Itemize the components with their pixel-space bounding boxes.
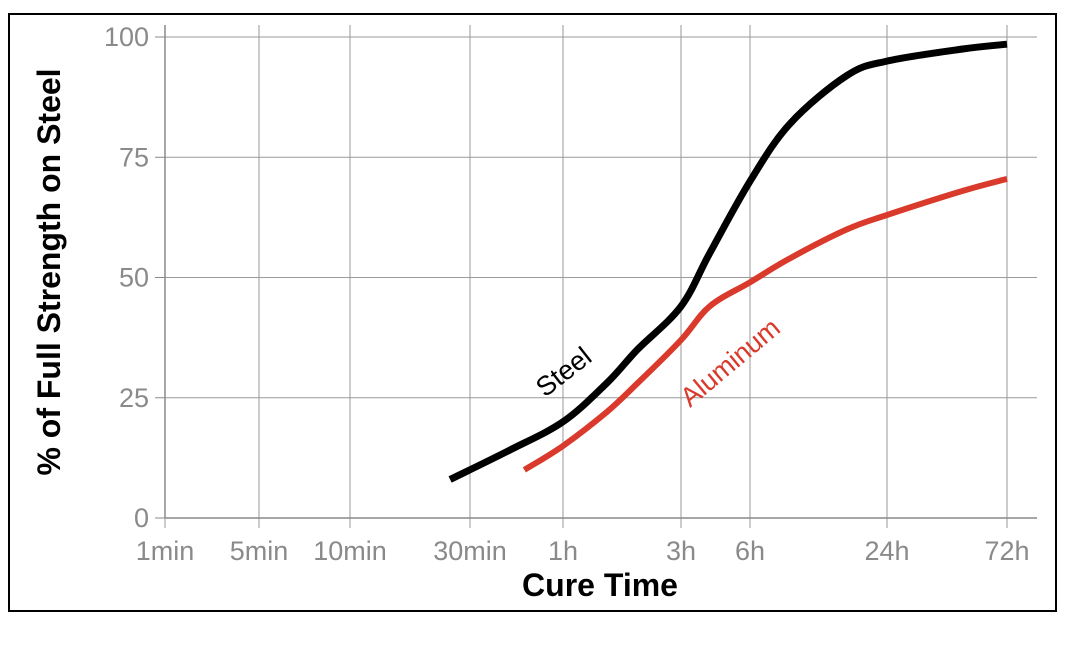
y-axis-title: % of Full Strength on Steel [31, 68, 67, 475]
x-tick-label: 5min [230, 536, 289, 566]
x-tick-label: 30min [433, 536, 507, 566]
y-tick-labels: 0 25 50 75 100 [104, 22, 149, 533]
grid-lines [155, 25, 1037, 528]
x-axis-title: Cure Time [522, 567, 678, 603]
series-line-aluminum [522, 176, 1008, 473]
y-tick-label: 50 [119, 263, 149, 293]
y-tick-label: 25 [119, 383, 149, 413]
y-tick-label: 0 [134, 503, 149, 533]
x-tick-label: 1min [136, 536, 195, 566]
x-tick-label: 10min [313, 536, 387, 566]
series-lines [448, 40, 1008, 483]
x-tick-label: 3h [666, 536, 696, 566]
x-tick-label: 72h [984, 536, 1029, 566]
x-tick-labels: 1min 5min 10min 30min 1h 3h 6h 24h 72h [136, 536, 1030, 566]
series-line-steel [448, 40, 1008, 483]
y-tick-label: 75 [119, 142, 149, 172]
x-tick-label: 6h [735, 536, 765, 566]
y-tick-label: 100 [104, 22, 149, 52]
x-tick-label: 1h [548, 536, 578, 566]
x-tick-label: 24h [864, 536, 909, 566]
